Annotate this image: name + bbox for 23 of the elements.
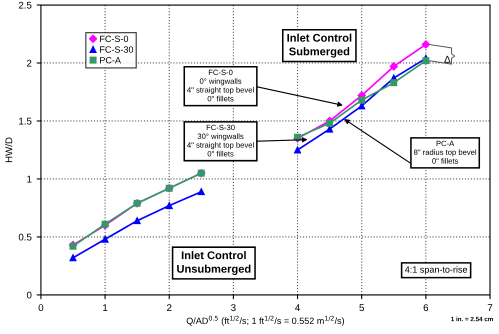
x-tick-label: 5 <box>359 304 364 312</box>
x-tick-label: 6 <box>424 304 428 312</box>
y-tick-label: 0.5 <box>18 234 32 241</box>
legend-label: FC-S-0 <box>100 36 128 42</box>
y-tick-label: 2 <box>26 60 32 67</box>
annotation: Δ <box>444 56 450 63</box>
annotation: Inlet Control Unsubmerged <box>177 251 250 276</box>
x-tick-label: 4 <box>295 304 300 311</box>
annotation: Inlet Control Submerged <box>287 34 352 58</box>
legend-label: PC-A <box>100 57 121 64</box>
y-axis-title: HW/D <box>5 137 12 162</box>
x-tick-label: 0 <box>38 304 44 312</box>
annotation: 4:1 span-to-rise <box>404 266 468 274</box>
y-tick-label: 1.5 <box>19 118 32 125</box>
x-tick-label: 1 <box>103 304 108 311</box>
x-tick-label: 2 <box>167 304 172 311</box>
x-tick-label: 7 <box>488 304 492 311</box>
legend-label: FC-S-30 <box>100 46 134 53</box>
y-tick-label: 0 <box>26 292 32 299</box>
y-tick-label: 2.5 <box>18 2 32 9</box>
text: Q/AD$^{0.5}$ (ft$^{1/2}$/s; 1 ft$^{1/2}$/s = 0.552 m$^{1/2}$/s) <box>186 316 344 326</box>
x-tick-label: 3 <box>231 304 236 312</box>
y-tick-label: 1 <box>27 176 32 182</box>
